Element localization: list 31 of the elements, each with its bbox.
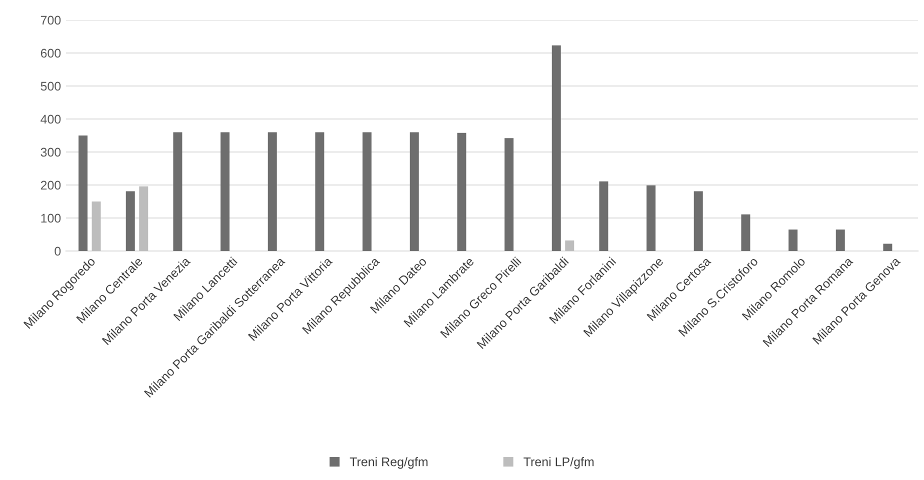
bar (173, 132, 182, 251)
bar (552, 45, 561, 251)
y-tick-label: 400 (40, 114, 61, 124)
bar (836, 230, 845, 251)
y-tick-label: 700 (40, 16, 61, 25)
y-tick-label: 0 (54, 246, 61, 256)
bar (315, 132, 324, 251)
bar (788, 230, 798, 251)
bar (694, 191, 703, 251)
bar (362, 132, 372, 251)
y-tick-label: 300 (40, 148, 61, 157)
bar (220, 132, 230, 251)
y-tick-label: 500 (40, 82, 61, 91)
bar (268, 132, 277, 251)
bar (741, 214, 750, 251)
bar (78, 136, 88, 251)
y-tick-label: 200 (40, 180, 61, 190)
bar (565, 240, 574, 251)
bar (646, 185, 656, 251)
bar (504, 138, 514, 251)
bar (457, 132, 466, 251)
bar (410, 132, 419, 251)
y-tick-label: 600 (40, 48, 61, 58)
y-tick-label: 100 (41, 214, 61, 223)
bar (883, 244, 892, 251)
bar (139, 186, 148, 251)
bar (92, 202, 101, 251)
bar (599, 181, 608, 251)
bar (126, 191, 135, 251)
legend-label: Treni LP/gfm (524, 457, 594, 469)
legend-label: Treni Reg/gfm (350, 457, 428, 469)
